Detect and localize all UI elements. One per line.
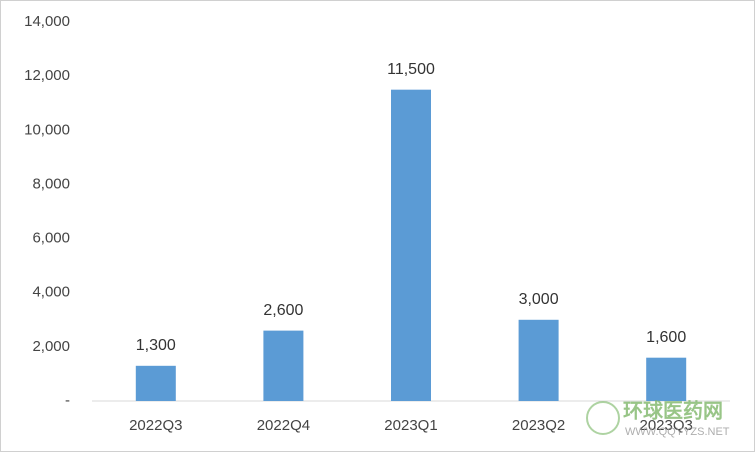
value-label: 1,300 [136, 337, 176, 354]
bar [135, 365, 176, 401]
bar [391, 89, 431, 401]
x-tick-label: 2022Q3 [129, 417, 182, 434]
y-tick-label: 14,000 [24, 13, 70, 30]
watermark-logo [586, 401, 620, 435]
y-tick-label: 10,000 [24, 121, 70, 138]
value-label: 2,600 [263, 302, 303, 319]
y-tick-label: 6,000 [32, 230, 70, 247]
x-tick-label: 2023Q1 [384, 417, 437, 434]
value-label: 11,500 [387, 61, 435, 78]
y-tick-label: - [65, 392, 70, 409]
bar [263, 330, 304, 401]
y-tick-label: 8,000 [32, 175, 70, 192]
x-tick-label: 2023Q3 [640, 417, 693, 434]
bar [518, 319, 559, 401]
y-tick-label: 2,000 [32, 338, 70, 355]
y-tick-label: 4,000 [32, 284, 70, 301]
x-tick-label: 2023Q2 [512, 417, 565, 434]
bar [646, 357, 687, 401]
y-tick-label: 12,000 [24, 67, 70, 84]
x-tick-label: 2022Q4 [257, 417, 310, 434]
watermark: 环球医药网 [623, 398, 723, 422]
value-label: 3,000 [519, 291, 559, 308]
watermark-url: WWW.QQYYZS.NET [625, 426, 730, 438]
value-label: 1,600 [646, 329, 686, 346]
